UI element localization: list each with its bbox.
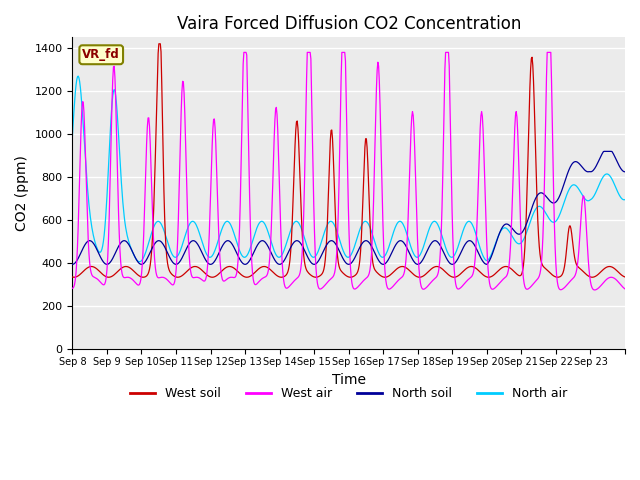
Y-axis label: CO2 (ppm): CO2 (ppm) <box>15 156 29 231</box>
X-axis label: Time: Time <box>332 372 365 386</box>
Title: Vaira Forced Diffusion CO2 Concentration: Vaira Forced Diffusion CO2 Concentration <box>177 15 521 33</box>
Text: VR_fd: VR_fd <box>83 48 120 61</box>
Legend: West soil, West air, North soil, North air: West soil, West air, North soil, North a… <box>125 383 572 406</box>
